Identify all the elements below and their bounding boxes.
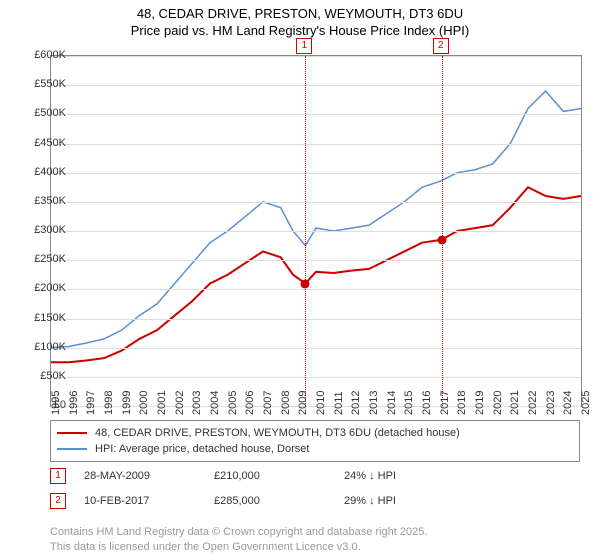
sale-marker-1: 1 [50,468,66,484]
x-axis-label: 1995 [50,391,62,415]
chart-title-address: 48, CEDAR DRIVE, PRESTON, WEYMOUTH, DT3 … [0,6,600,21]
sale-row-2: 2 10-FEB-2017 £285,000 29% ↓ HPI [50,493,580,509]
sale-delta-1: 24% ↓ HPI [344,470,474,482]
series-property [51,187,581,362]
gridline-h [51,319,581,320]
y-axis-label: £150K [34,312,66,324]
y-axis-label: £250K [34,253,66,265]
x-axis-label: 2006 [244,391,256,415]
gridline-h [51,173,581,174]
gridline-h [51,56,581,57]
y-axis-label: £550K [34,78,66,90]
x-axis-label: 2003 [191,391,203,415]
x-axis-label: 2018 [456,391,468,415]
x-axis-label: 2020 [492,391,504,415]
sale-row-1: 1 28-MAY-2009 £210,000 24% ↓ HPI [50,468,580,484]
gridline-h [51,348,581,349]
sale-marker-2: 2 [50,493,66,509]
x-axis-label: 1998 [103,391,115,415]
sale-price-1: £210,000 [214,470,344,482]
x-axis-label: 2023 [545,391,557,415]
sale-delta-2: 29% ↓ HPI [344,495,474,507]
y-axis-label: £350K [34,195,66,207]
x-axis-label: 2000 [138,391,150,415]
marker-box-2: 2 [433,38,449,54]
legend-swatch-property [57,432,87,434]
x-axis-label: 2009 [297,391,309,415]
y-axis-label: £200K [34,282,66,294]
marker-vline-2 [442,56,443,406]
marker-dot-2 [437,235,446,244]
x-axis-label: 2017 [439,391,451,415]
x-axis-label: 2015 [403,391,415,415]
x-axis-label: 2010 [315,391,327,415]
legend-row-hpi: HPI: Average price, detached house, Dors… [57,441,573,457]
chart-titles: 48, CEDAR DRIVE, PRESTON, WEYMOUTH, DT3 … [0,0,600,38]
gridline-h [51,202,581,203]
y-axis-label: £450K [34,137,66,149]
sale-date-1: 28-MAY-2009 [84,470,214,482]
chart-plot-area [50,55,582,407]
legend-label-property: 48, CEDAR DRIVE, PRESTON, WEYMOUTH, DT3 … [95,427,460,439]
footer-line-2: This data is licensed under the Open Gov… [50,540,427,554]
marker-box-1: 1 [296,38,312,54]
x-axis-label: 1999 [121,391,133,415]
x-axis-label: 2011 [333,391,345,415]
x-axis-label: 2025 [580,391,592,415]
x-axis-label: 2004 [209,391,221,415]
y-axis-label: £100K [34,341,66,353]
series-hpi [51,91,581,348]
legend-swatch-hpi [57,448,87,450]
marker-dot-1 [301,279,310,288]
x-axis-label: 2002 [174,391,186,415]
y-axis-label: £400K [34,166,66,178]
chart-footer: Contains HM Land Registry data © Crown c… [50,525,427,554]
chart-legend: 48, CEDAR DRIVE, PRESTON, WEYMOUTH, DT3 … [50,420,580,462]
gridline-h [51,85,581,86]
chart-title-sub: Price paid vs. HM Land Registry's House … [0,23,600,38]
x-axis-label: 2008 [280,391,292,415]
y-axis-label: £500K [34,107,66,119]
gridline-h [51,260,581,261]
x-axis-label: 2024 [562,391,574,415]
x-axis-label: 1997 [85,391,97,415]
gridline-h [51,144,581,145]
sale-date-2: 10-FEB-2017 [84,495,214,507]
x-axis-label: 2013 [368,391,380,415]
sale-price-2: £285,000 [214,495,344,507]
gridline-h [51,377,581,378]
x-axis-label: 2005 [227,391,239,415]
y-axis-label: £300K [34,224,66,236]
gridline-h [51,114,581,115]
legend-row-property: 48, CEDAR DRIVE, PRESTON, WEYMOUTH, DT3 … [57,425,573,441]
x-axis-label: 2019 [474,391,486,415]
chart-container: 48, CEDAR DRIVE, PRESTON, WEYMOUTH, DT3 … [0,0,600,560]
gridline-h [51,231,581,232]
legend-label-hpi: HPI: Average price, detached house, Dors… [95,443,309,455]
x-axis-label: 2014 [386,391,398,415]
x-axis-label: 2012 [350,391,362,415]
y-axis-label: £50K [40,370,66,382]
gridline-h [51,289,581,290]
x-axis-label: 2001 [156,391,168,415]
x-axis-label: 2021 [509,391,521,415]
marker-vline-1 [305,56,306,406]
x-axis-label: 2007 [262,391,274,415]
x-axis-label: 1996 [68,391,80,415]
footer-line-1: Contains HM Land Registry data © Crown c… [50,525,427,539]
x-axis-label: 2016 [421,391,433,415]
y-axis-label: £600K [34,49,66,61]
x-axis-label: 2022 [527,391,539,415]
